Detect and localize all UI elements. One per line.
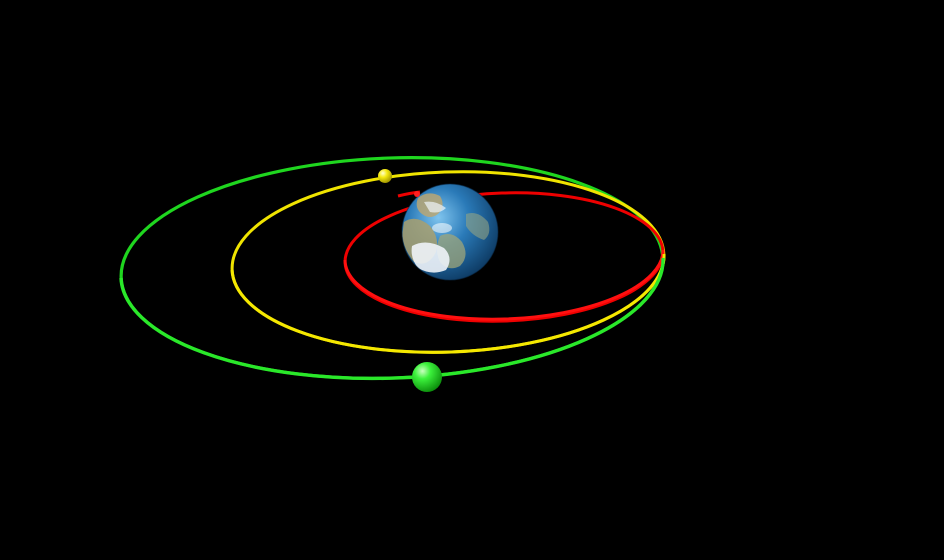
middle-orbit-front (230, 253, 666, 354)
red-orbit-marker (414, 191, 420, 197)
inner-orbit-front (343, 249, 665, 321)
green-satellite (412, 362, 442, 392)
yellow-satellite (378, 169, 392, 183)
earth (401, 183, 499, 281)
orbits-front (119, 190, 666, 381)
earth-continents (402, 193, 490, 273)
outer-orbit-front (119, 257, 665, 381)
